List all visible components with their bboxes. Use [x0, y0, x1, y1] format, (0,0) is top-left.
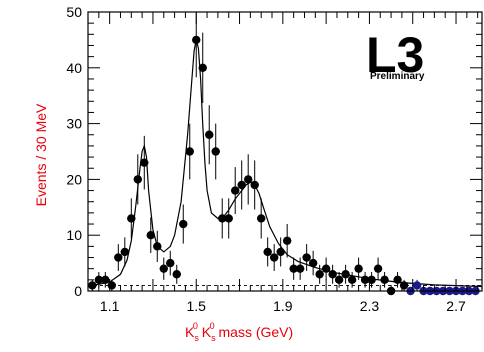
y-tick-label: 50: [66, 4, 82, 20]
data-point: [166, 258, 175, 268]
data-point: [347, 275, 357, 285]
data-point: [237, 180, 246, 190]
data-point: [250, 180, 259, 190]
data-point: [354, 264, 363, 273]
data-point: [120, 247, 130, 257]
data-point: [328, 270, 337, 279]
data-point: [341, 270, 350, 279]
data-point: [321, 264, 331, 273]
data-point: [308, 258, 318, 268]
data-point: [192, 35, 201, 45]
data-point: [133, 175, 142, 184]
x-title-sup1: 0: [193, 321, 198, 331]
data-point: [218, 214, 227, 223]
x-title-sub2: s: [211, 333, 216, 343]
data-point: [269, 253, 279, 262]
data-point: [198, 63, 207, 72]
y-tick-label: 20: [66, 171, 82, 187]
data-point: [94, 275, 104, 285]
data-point: [393, 275, 402, 285]
data-point: [263, 247, 272, 257]
data-point: [146, 231, 155, 240]
data-point: [88, 281, 97, 290]
y-tick-label: 0: [74, 283, 82, 299]
data-point: [153, 242, 162, 251]
plot-frame: [87, 11, 483, 292]
data-point: [114, 253, 123, 262]
data-point: [289, 264, 298, 273]
data-point: [224, 214, 233, 223]
y-tick-label: 30: [66, 116, 82, 132]
x-tick-label: 1.5: [187, 298, 207, 314]
data-point: [399, 281, 409, 290]
y-axis-title: Events / 30 MeV: [33, 103, 49, 206]
x-title-k2: K: [198, 324, 212, 340]
x-title-sub1: s: [194, 333, 199, 343]
data-point: [127, 214, 136, 223]
preliminary-annotation: Preliminary: [370, 71, 425, 82]
data-point: [282, 236, 292, 245]
y-tick-label: 40: [66, 60, 82, 76]
l3-logo: L3: [366, 27, 424, 83]
data-point: [107, 281, 117, 290]
x-tick-label: 2.7: [446, 298, 466, 314]
data-point: [367, 275, 376, 285]
data-point: [315, 270, 324, 279]
data-point: [412, 281, 422, 290]
data-point: [302, 253, 311, 262]
data-point: [179, 219, 188, 229]
data-point: [334, 275, 344, 285]
data-point: [231, 186, 240, 195]
data-point: [101, 275, 110, 285]
x-tick-label: 1.9: [273, 298, 293, 314]
data-point: [276, 247, 285, 257]
x-axis-title: Ks 0 Ks 0 mass (GeV): [185, 321, 293, 343]
y-tick-label: 10: [66, 227, 82, 243]
axes-layer: 0 10 20 30 40 50 1.1 1.5 1.9 2.3 2.7: [66, 4, 483, 314]
data-point: [380, 275, 389, 285]
data-point: [205, 130, 214, 139]
data-point: [172, 270, 181, 279]
data-point: [140, 158, 149, 167]
data-point: [243, 175, 253, 184]
points-layer: [88, 12, 480, 296]
data-point: [295, 264, 305, 273]
data-point: [211, 147, 220, 156]
x-title-mass: mass (GeV): [215, 324, 294, 340]
x-tick-label: 1.1: [100, 298, 120, 314]
data-point: [373, 264, 383, 273]
x-title-sup2: 0: [210, 321, 215, 331]
data-point: [360, 275, 370, 285]
x-tick-label: 2.3: [360, 298, 380, 314]
data-point: [256, 214, 266, 223]
data-point: [185, 147, 194, 156]
x-title-k1: K: [185, 324, 195, 340]
data-point: [159, 264, 168, 273]
